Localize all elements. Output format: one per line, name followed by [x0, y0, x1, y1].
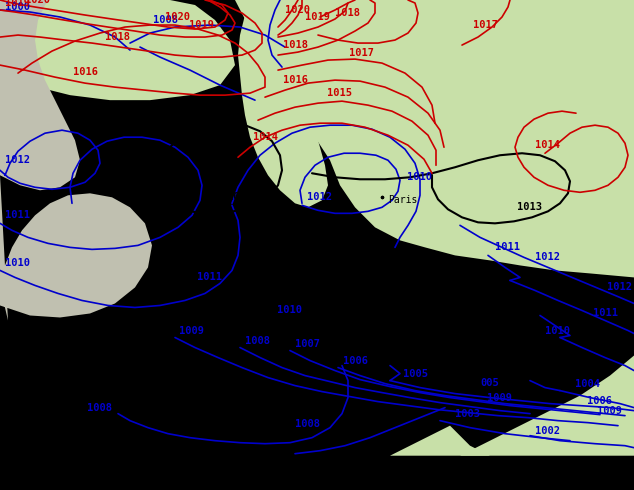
Polygon shape [0, 175, 152, 320]
Text: 1009: 1009 [488, 392, 512, 403]
Text: 1011: 1011 [593, 309, 618, 318]
Text: 1010: 1010 [408, 172, 432, 182]
Text: 1009: 1009 [597, 406, 623, 416]
Text: 1019: 1019 [190, 20, 214, 30]
Polygon shape [460, 356, 634, 456]
Polygon shape [0, 0, 235, 100]
Text: 1015: 1015 [328, 88, 353, 98]
Text: 1004: 1004 [574, 379, 600, 389]
Text: 1016: 1016 [72, 67, 98, 77]
Text: 1010: 1010 [6, 258, 30, 269]
Text: 1011: 1011 [198, 272, 223, 282]
Text: 1009: 1009 [179, 325, 205, 336]
Text: 1011: 1011 [6, 210, 30, 221]
Text: 1019: 1019 [6, 0, 30, 8]
Polygon shape [390, 426, 490, 456]
Text: 1012: 1012 [6, 155, 30, 165]
Text: 1016: 1016 [283, 75, 307, 85]
Text: 1010: 1010 [278, 305, 302, 316]
Text: 1012: 1012 [607, 282, 633, 293]
Text: 1017: 1017 [472, 20, 498, 30]
Text: 1000: 1000 [6, 2, 30, 12]
Text: 1006: 1006 [342, 356, 368, 366]
Text: Fr 03-05-2024 03:00 UTC (06+45): Fr 03-05-2024 03:00 UTC (06+45) [396, 466, 629, 479]
Text: 1008: 1008 [295, 418, 321, 429]
Text: 1002: 1002 [536, 426, 560, 436]
Text: 1012: 1012 [307, 192, 332, 202]
Text: 1008: 1008 [87, 403, 112, 413]
Text: 1003: 1003 [455, 409, 481, 418]
Text: 1011: 1011 [496, 243, 521, 252]
Text: 1013: 1013 [228, 192, 252, 202]
Text: 1005: 1005 [403, 368, 427, 379]
Text: 1020: 1020 [285, 5, 311, 15]
Polygon shape [238, 0, 328, 207]
Polygon shape [235, 0, 634, 277]
Text: 1013: 1013 [517, 202, 543, 212]
Text: 005: 005 [481, 378, 500, 388]
Text: 1010: 1010 [545, 325, 571, 336]
Text: 1017: 1017 [349, 48, 375, 58]
Text: 1012: 1012 [536, 252, 560, 263]
Text: 1020: 1020 [165, 12, 190, 22]
Text: 1008: 1008 [153, 15, 178, 25]
Text: 1018: 1018 [105, 32, 131, 42]
Text: 1020: 1020 [25, 0, 51, 5]
Text: 1018: 1018 [283, 40, 307, 50]
Text: 1014: 1014 [536, 140, 560, 150]
Text: 1006: 1006 [588, 395, 612, 406]
Text: 1014: 1014 [252, 132, 278, 142]
Text: Surface pressure [hPa] UK-Global: Surface pressure [hPa] UK-Global [5, 466, 245, 479]
Polygon shape [0, 0, 80, 190]
Text: 1007: 1007 [295, 339, 321, 348]
Text: 1018: 1018 [335, 8, 361, 18]
Text: 1008: 1008 [245, 336, 271, 345]
Text: 1019: 1019 [306, 12, 330, 22]
Text: Paris: Paris [388, 196, 417, 205]
